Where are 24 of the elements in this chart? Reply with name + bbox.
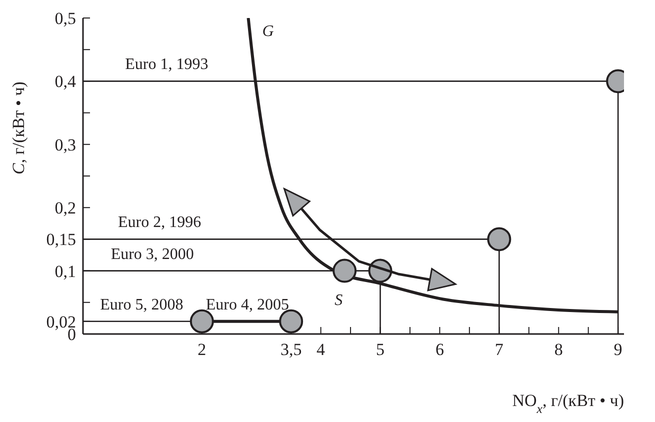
series-label: Euro 1, 1993	[125, 56, 208, 74]
series-label: Euro 3, 2000	[110, 246, 194, 263]
x-tick-label: 3,5	[280, 340, 302, 360]
x-tick-label: 8	[554, 340, 563, 360]
series-label: S	[334, 292, 343, 309]
y-tick-label: 0,1	[54, 262, 76, 281]
legend-label: Euro 5, 2008	[100, 296, 184, 314]
x-tick-label: 9	[614, 340, 622, 360]
series-label: Euro 4, 2005	[206, 296, 290, 314]
x-axis-title: NO$_{x}$, г/(кВт • ч)	[512, 391, 624, 416]
y-tick-label: 0,02	[46, 312, 76, 332]
x-tick-label: 2	[198, 340, 206, 360]
y-tick-label: 0,15	[46, 230, 76, 250]
series-label: Euro 2, 1996	[118, 214, 202, 232]
x-tick-label: 4	[316, 340, 326, 360]
x-tick-label: 7	[494, 340, 504, 360]
x-tick-label: 5	[376, 340, 385, 360]
y-tick-label: 0,4	[54, 72, 76, 92]
x-tick-label: 6	[435, 340, 444, 360]
series-label: G	[262, 23, 274, 40]
y-tick-label: 0,2	[54, 198, 76, 218]
y-axis-title: C, г/(кВт • ч)	[9, 82, 28, 174]
y-tick-label: 0,5	[54, 9, 76, 28]
y-tick-label: 0,3	[54, 135, 76, 154]
